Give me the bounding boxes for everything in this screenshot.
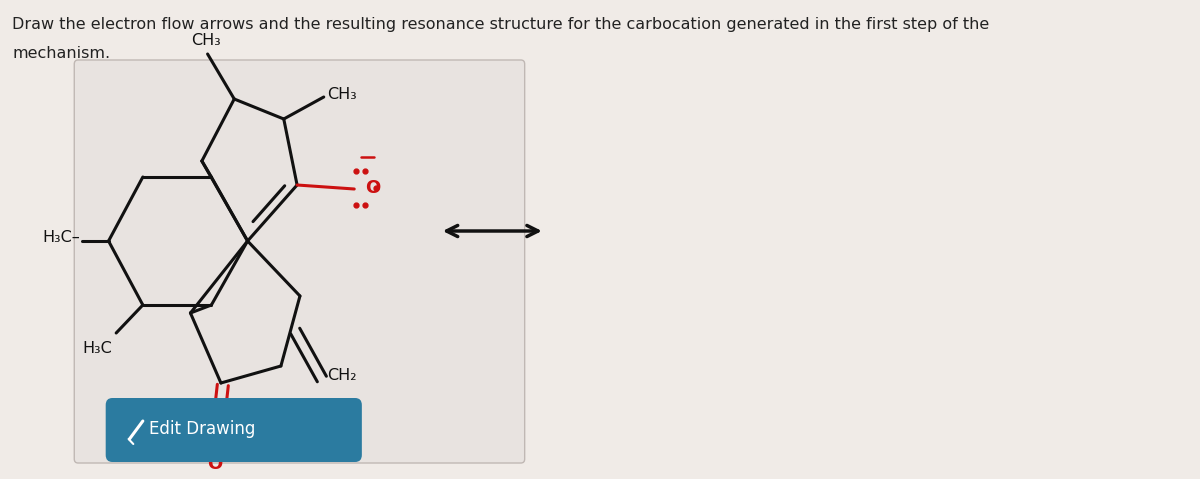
Text: H₃C–: H₃C– — [42, 229, 80, 244]
Text: H₃C: H₃C — [83, 341, 113, 356]
Text: CH₂: CH₂ — [328, 367, 358, 383]
Text: O: O — [206, 455, 222, 473]
Text: Draw the electron flow arrows and the resulting resonance structure for the carb: Draw the electron flow arrows and the re… — [12, 17, 990, 32]
Text: CH₃: CH₃ — [191, 33, 221, 48]
Text: Edit Drawing: Edit Drawing — [149, 420, 254, 438]
Text: CH₃: CH₃ — [328, 87, 358, 102]
FancyBboxPatch shape — [106, 398, 362, 462]
Text: mechanism.: mechanism. — [12, 46, 110, 61]
Text: O: O — [365, 179, 380, 197]
FancyBboxPatch shape — [74, 60, 524, 463]
